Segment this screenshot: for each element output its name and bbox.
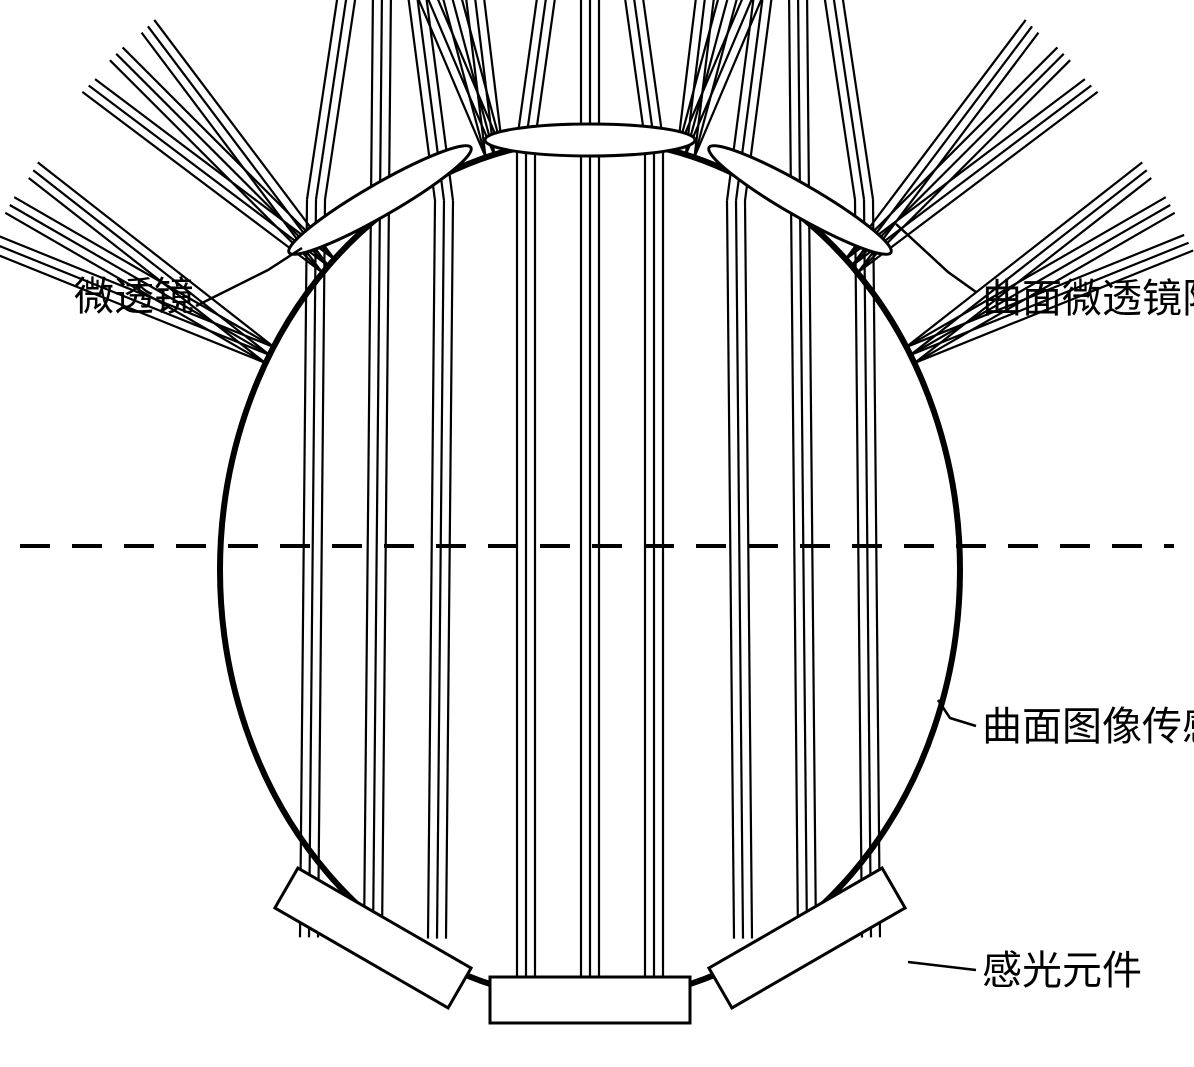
- ray-bundle-1-side1-below-2: [300, 199, 307, 937]
- fan-ray-60-s0-g0: [906, 197, 1166, 347]
- ray-bundle-2-side0-above-2: [788, 0, 791, 200]
- ray-bundle-2-side0-above-1: [797, 0, 800, 200]
- ray-bundle-2-side-1-below-0: [873, 199, 880, 937]
- rays-below-layer: [300, 140, 880, 1000]
- ray-bundle-2-side0-below-0: [809, 200, 816, 938]
- label-array: 曲面微透镜阵列: [982, 276, 1194, 321]
- ray-bundle-1-side-1-below-0: [446, 201, 453, 939]
- ray-bundle-1-side0-above-1: [380, 0, 383, 200]
- fan-ray-45-s0-g2: [858, 60, 1070, 272]
- fan-ray-45-s-1-g2: [858, 33, 1038, 273]
- ray-bundle-1-side0-above-0: [389, 0, 392, 200]
- ray-bundle-1-side1-below-1: [309, 199, 316, 937]
- fan-ray--60-s0-g2: [14, 197, 274, 347]
- label-microlens: 微透镜: [74, 274, 194, 319]
- diagram-svg: 微透镜 曲面微透镜阵列曲面图像传感器感光元件: [0, 0, 1194, 1067]
- ray-bundle-2-side0-below-2: [791, 200, 798, 938]
- label-photoelem: 感光元件: [982, 948, 1142, 993]
- fan-ray--45-s-1-g2: [95, 79, 335, 259]
- fan-ray--60-s1-g0: [29, 178, 265, 363]
- fan-ray--45-s-1-g0: [82, 92, 322, 272]
- ray-bundle-1-side1-below-0: [318, 199, 325, 937]
- lead-array: [896, 224, 976, 292]
- fan-ray-60-s-1-g2: [915, 178, 1151, 363]
- ray-bundle-0-side1-above-1: [526, 0, 568, 140]
- fan-ray-60-s-1-g1: [910, 170, 1146, 355]
- fan-ray-45-s-1-g1: [852, 26, 1032, 266]
- fan-ray-45-s0-g1: [852, 54, 1064, 266]
- ray-bundle-0-side-1-above-1: [612, 0, 654, 140]
- ray-bundle-1-side0-below-2: [364, 200, 371, 938]
- ray-bundle-2-side1-below-0: [745, 201, 752, 939]
- fan-ray-45-s-1-g0: [845, 20, 1025, 260]
- fan-ray-45-s1-g1: [852, 85, 1092, 265]
- photosensor-0: [490, 977, 690, 1023]
- ray-bundle-1-side0-above-2: [371, 0, 374, 200]
- ray-bundle-1-side0-below-1: [373, 200, 380, 938]
- ray-bundle-0-side1-above-0: [535, 0, 577, 140]
- labels-layer: 微透镜 曲面微透镜阵列曲面图像传感器感光元件: [74, 274, 1194, 993]
- fan-ray-45-s0-g0: [845, 47, 1057, 259]
- ray-bundle-2-side0-below-1: [800, 200, 807, 938]
- fan-ray-45-s1-g0: [845, 79, 1085, 259]
- fan-ray-45-s1-g2: [858, 92, 1098, 272]
- ray-bundle-2-side-1-below-2: [855, 199, 862, 937]
- microlens-0: [485, 124, 695, 156]
- ray-bundle-2-side1-below-1: [736, 201, 743, 939]
- lead-photoelem: [908, 962, 976, 970]
- ray-bundle-0-side-1-above-2: [603, 0, 645, 140]
- fan-ray--45-s1-g0: [142, 33, 322, 273]
- ray-bundle-2-side0-above-0: [806, 0, 809, 200]
- fan-ray--45-s1-g2: [154, 20, 334, 260]
- ray-bundle-2-side-1-below-1: [864, 199, 871, 937]
- fan-ray--45-s0-g2: [123, 47, 335, 259]
- fan-ray--45-s0-g1: [116, 54, 328, 266]
- fan-ray--45-s-1-g1: [89, 85, 329, 265]
- lead-microlens: [196, 248, 302, 306]
- ray-bundle-2-side1-below-2: [727, 201, 734, 939]
- label-csensor: 曲面图像传感器: [982, 704, 1194, 749]
- fan-ray--45-s0-g0: [110, 60, 322, 272]
- fan-ray--45-s1-g1: [148, 26, 328, 266]
- ray-bundle-1-side-1-below-2: [428, 201, 435, 939]
- ray-bundle-1-side0-below-0: [382, 200, 389, 938]
- fan-ray--60-s1-g1: [33, 170, 269, 355]
- ray-bundle-1-side-1-below-1: [437, 201, 444, 939]
